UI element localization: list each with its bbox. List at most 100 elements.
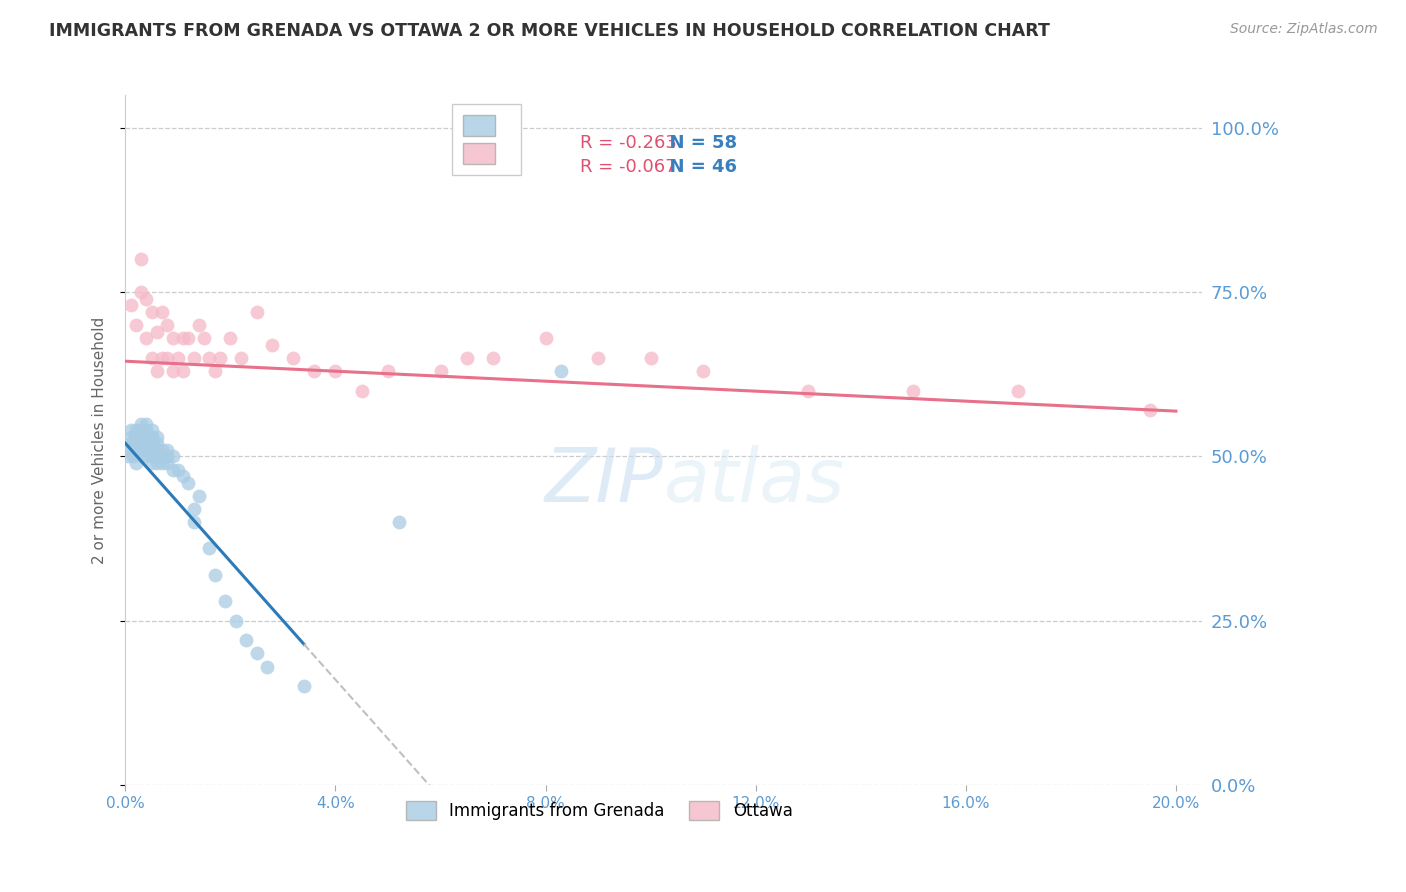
Point [640, 351, 662, 365]
Point [377, 364, 399, 378]
Point [167, 351, 190, 365]
Point [120, 442, 142, 457]
Point [162, 331, 184, 345]
Legend: Immigrants from Grenada, Ottawa: Immigrants from Grenada, Ottawa [398, 792, 801, 828]
Point [125, 423, 148, 437]
Point [125, 430, 148, 444]
Point [120, 430, 142, 444]
Point [156, 318, 179, 332]
Point [586, 351, 609, 365]
Point [146, 430, 169, 444]
Point [183, 515, 205, 529]
Point [135, 417, 157, 431]
Point [135, 423, 157, 437]
Point [177, 475, 200, 490]
Text: R = -0.263: R = -0.263 [579, 134, 676, 152]
Point [1007, 384, 1029, 398]
Point [146, 450, 169, 464]
Point [183, 351, 205, 365]
Point [150, 442, 173, 457]
Point [167, 462, 190, 476]
Point [141, 436, 163, 450]
Point [482, 351, 505, 365]
Point [146, 442, 169, 457]
Point [429, 364, 451, 378]
Point [125, 318, 148, 332]
Point [162, 462, 184, 476]
Point [325, 364, 347, 378]
Point [214, 594, 236, 608]
Text: IMMIGRANTS FROM GRENADA VS OTTAWA 2 OR MORE VEHICLES IN HOUSEHOLD CORRELATION CH: IMMIGRANTS FROM GRENADA VS OTTAWA 2 OR M… [49, 22, 1050, 40]
Point [135, 292, 157, 306]
Point [135, 430, 157, 444]
Point [135, 436, 157, 450]
Point [141, 351, 163, 365]
Point [129, 442, 152, 457]
Point [193, 331, 215, 345]
Point [304, 364, 326, 378]
Point [162, 450, 184, 464]
Point [150, 351, 173, 365]
Point [129, 450, 152, 464]
Text: N = 58: N = 58 [657, 134, 737, 152]
Point [204, 567, 226, 582]
Point [219, 331, 242, 345]
Point [117, 450, 139, 464]
Point [141, 450, 163, 464]
Point [146, 325, 169, 339]
Point [120, 436, 142, 450]
Point [246, 647, 269, 661]
Text: atlas: atlas [664, 445, 845, 517]
Point [903, 384, 925, 398]
Point [125, 456, 148, 470]
Text: ZIP: ZIP [546, 445, 664, 517]
Point [141, 305, 163, 319]
Point [141, 442, 163, 457]
Point [198, 351, 221, 365]
Point [534, 331, 557, 345]
Point [1139, 403, 1161, 417]
Point [229, 351, 252, 365]
Point [156, 351, 179, 365]
Point [292, 679, 315, 693]
Point [146, 364, 169, 378]
Point [208, 351, 231, 365]
Point [120, 423, 142, 437]
Point [156, 442, 179, 457]
Point [797, 384, 820, 398]
Point [256, 659, 278, 673]
Point [350, 384, 373, 398]
Point [135, 450, 157, 464]
Point [172, 364, 194, 378]
Point [156, 456, 179, 470]
Point [183, 502, 205, 516]
Y-axis label: 2 or more Vehicles in Household: 2 or more Vehicles in Household [93, 317, 107, 564]
Point [135, 442, 157, 457]
Point [141, 423, 163, 437]
Text: R = -0.067: R = -0.067 [579, 158, 676, 177]
Point [162, 364, 184, 378]
Text: N = 46: N = 46 [657, 158, 737, 177]
Point [204, 364, 226, 378]
Point [187, 318, 209, 332]
Point [177, 331, 200, 345]
Point [146, 456, 169, 470]
Point [129, 417, 152, 431]
Point [129, 423, 152, 437]
Point [120, 298, 142, 312]
Point [283, 351, 305, 365]
Point [156, 450, 179, 464]
Point [198, 541, 221, 556]
Point [550, 364, 572, 378]
Point [172, 331, 194, 345]
Point [150, 450, 173, 464]
Point [129, 285, 152, 300]
Point [225, 614, 247, 628]
Point [129, 436, 152, 450]
Point [150, 305, 173, 319]
Point [387, 515, 409, 529]
Point [125, 442, 148, 457]
Point [129, 252, 152, 267]
Point [122, 450, 145, 464]
Point [246, 305, 269, 319]
